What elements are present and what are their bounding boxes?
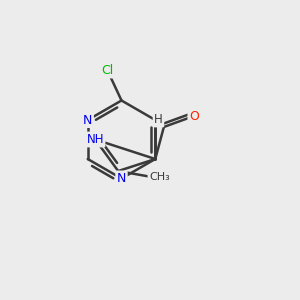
Text: H: H	[154, 113, 163, 126]
Text: N: N	[83, 113, 92, 127]
Text: Cl: Cl	[101, 64, 114, 77]
Text: NH: NH	[86, 133, 104, 146]
Text: N: N	[117, 172, 126, 185]
Text: O: O	[189, 110, 199, 122]
Text: CH₃: CH₃	[149, 172, 170, 182]
